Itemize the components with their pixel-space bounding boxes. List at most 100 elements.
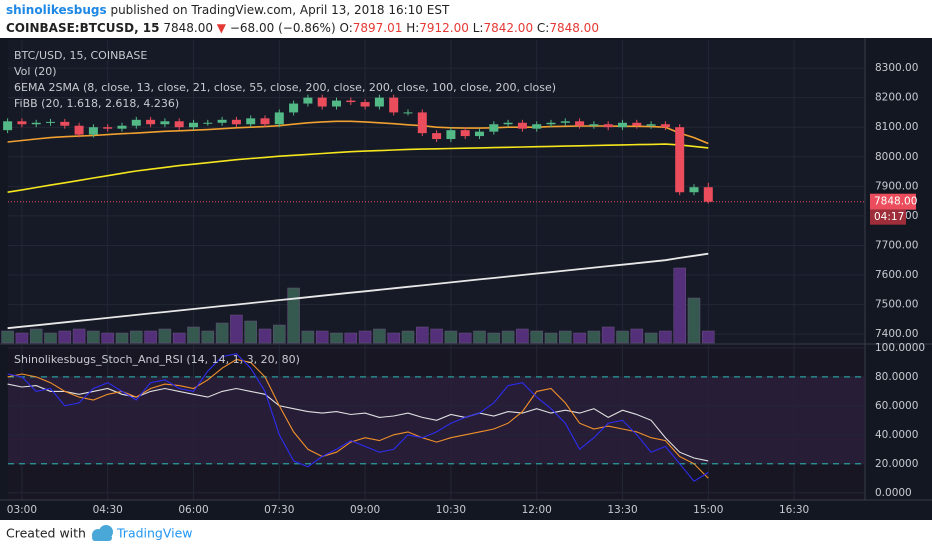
candle-body xyxy=(675,127,685,193)
candle-body xyxy=(603,124,613,128)
osc-title: Shinolikesbugs_Stoch_And_RSI (14, 14, 1,… xyxy=(14,353,300,366)
y-tick-label: 60.0000 xyxy=(875,400,918,412)
volume-bar xyxy=(115,332,129,344)
volume-bar xyxy=(501,330,515,344)
volume-bar xyxy=(630,328,644,344)
volume-bar xyxy=(330,332,343,344)
l-label: L: xyxy=(473,21,484,35)
tv-logo xyxy=(92,525,113,541)
candle-body xyxy=(217,119,227,123)
volume-bar xyxy=(144,330,157,344)
y-tick-label: 8300.00 xyxy=(875,62,918,74)
volume-bar xyxy=(172,332,186,344)
x-tick-label: 12:00 xyxy=(522,504,552,516)
x-tick-label: 15:00 xyxy=(693,504,723,516)
volume-bar xyxy=(87,330,100,344)
footer-brand[interactable]: TradingView xyxy=(116,526,193,541)
volume-bar xyxy=(301,330,315,344)
series-line xyxy=(7,252,709,330)
y-tick-label: 80.0000 xyxy=(875,371,918,383)
candle-body xyxy=(17,121,27,125)
volume-bar xyxy=(358,330,372,344)
y-tick-label: 100.0000 xyxy=(875,342,925,354)
last-price-label: 7848.00 xyxy=(874,196,917,208)
volume-bar xyxy=(15,332,29,344)
candle-body xyxy=(546,122,556,125)
volume-bar xyxy=(230,314,243,344)
candle-body xyxy=(146,119,156,125)
candle-body xyxy=(403,112,413,114)
candle-body xyxy=(575,121,585,126)
author[interactable]: shinolikesbugs xyxy=(6,3,107,17)
volume-bar xyxy=(158,328,172,344)
volume-bar xyxy=(187,326,200,344)
candle-body xyxy=(160,121,170,125)
candle-body xyxy=(618,122,627,128)
volume-bar xyxy=(444,330,458,344)
candle-body xyxy=(317,97,327,107)
last: 7848.00 xyxy=(163,21,213,35)
header-line1: shinolikesbugs published on TradingView.… xyxy=(6,3,450,17)
volume-bar xyxy=(1,330,14,344)
volume-bar xyxy=(29,328,43,344)
volume-bar xyxy=(373,328,386,344)
candle-body xyxy=(332,100,341,107)
candle-body xyxy=(389,97,399,113)
volume-bar xyxy=(587,330,601,344)
plot-layer: 03:00 04:30 06:00 07:30 09:00 10:30 12:00 13:30… xyxy=(0,38,932,516)
candle-body xyxy=(31,122,41,125)
candle-body xyxy=(246,118,256,125)
volume-bar xyxy=(201,330,215,344)
header-line2: COINBASE:BTCUSD, 15 7848.00 ▼ −68.00 (−0… xyxy=(6,21,599,35)
volume-bar xyxy=(344,332,358,344)
last-price-tag xyxy=(870,193,916,210)
y-tick-label: 7600.00 xyxy=(875,269,918,281)
x-tick-label: 13:30 xyxy=(607,504,637,516)
volume-bar xyxy=(573,332,586,344)
volume-bar xyxy=(44,332,57,344)
y-tick-label: 0.0000 xyxy=(875,487,912,499)
countdown-tag xyxy=(870,209,906,225)
annotation: FiBB (20, 1.618, 2.618, 4.236) xyxy=(14,97,179,110)
candle-body xyxy=(203,122,213,124)
footer-created: Created with xyxy=(6,526,86,541)
countdown: 04:17 xyxy=(874,211,904,223)
candle-body xyxy=(417,112,427,134)
candle-body xyxy=(346,100,356,103)
candle-body xyxy=(560,121,570,123)
series-line xyxy=(7,120,709,145)
volume-bar xyxy=(287,287,300,344)
candle-body xyxy=(489,124,499,132)
candle-body xyxy=(131,119,141,126)
volume-bar xyxy=(416,326,429,344)
down-arrow: ▼ xyxy=(217,21,227,35)
h-value: 7912.00 xyxy=(419,21,469,35)
candle-body xyxy=(260,118,270,125)
y-tick-label: 8100.00 xyxy=(875,121,918,133)
volume-bar xyxy=(516,328,529,344)
x-tick-label: 07:30 xyxy=(264,504,294,516)
series-line xyxy=(7,143,709,193)
y-tick-label: 7700.00 xyxy=(875,239,918,251)
y-tick-label: 7400.00 xyxy=(875,328,918,340)
volume-bar xyxy=(487,332,501,344)
candle-body xyxy=(117,125,127,129)
x-tick-label: 03:00 xyxy=(7,504,37,516)
candle-body xyxy=(274,112,284,125)
volume-bar xyxy=(401,330,415,344)
volume-bar xyxy=(644,332,658,344)
series-line xyxy=(7,353,709,482)
published: published on TradingView.com, April 13, … xyxy=(110,3,450,17)
candle-body xyxy=(632,122,642,126)
volume-bar xyxy=(430,328,443,344)
candle-body xyxy=(660,124,670,128)
volume-bar xyxy=(387,332,400,344)
candle-body xyxy=(189,122,198,128)
volume-bar xyxy=(659,330,672,344)
y-tick-label: 20.0000 xyxy=(875,458,918,470)
volume-bar xyxy=(559,330,572,344)
volume-bar xyxy=(72,328,86,344)
volume-bar xyxy=(130,330,143,344)
y-tick-label: 40.0000 xyxy=(875,429,918,441)
